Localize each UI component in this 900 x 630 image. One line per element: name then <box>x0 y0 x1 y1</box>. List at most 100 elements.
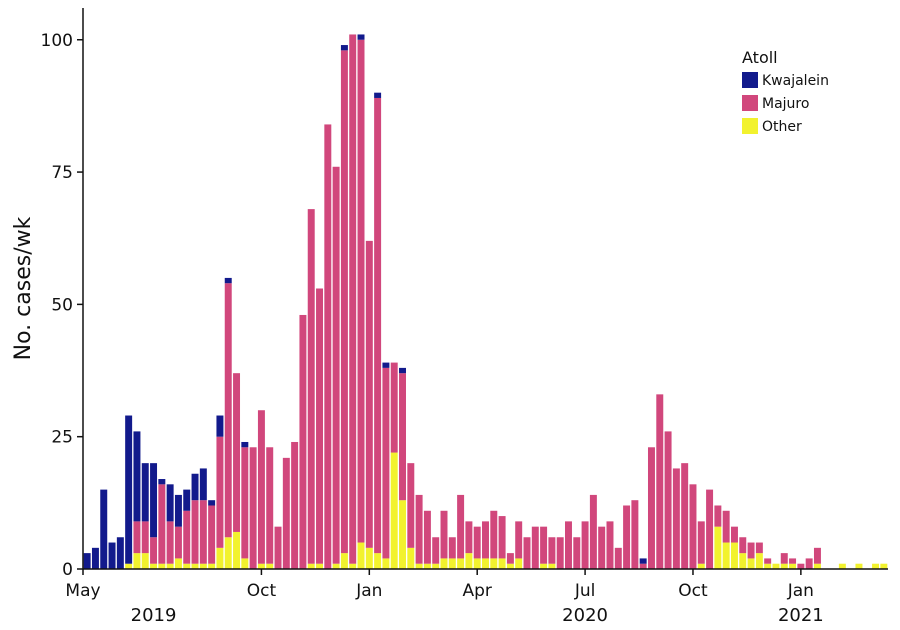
bar-majuro-week-48 <box>482 521 489 559</box>
bar-kwajalein-week-16 <box>216 415 224 437</box>
bar-majuro-week-10 <box>166 521 174 564</box>
legend-title: Atoll <box>742 48 778 67</box>
bar-majuro-week-46 <box>465 521 473 554</box>
bar-majuro-week-64 <box>614 547 622 569</box>
bar-majuro-week-47 <box>473 526 481 559</box>
legend-swatch-majuro <box>742 95 758 111</box>
bar-majuro-week-81 <box>755 542 763 554</box>
x-tick-label-3: Apr <box>462 581 491 601</box>
bar-other-week-30 <box>332 563 340 569</box>
bar-other-week-52 <box>515 558 523 569</box>
bar-majuro-week-56 <box>548 537 556 564</box>
bar-majuro-week-52 <box>515 521 523 559</box>
bar-other-week-42 <box>432 563 440 569</box>
bar-other-week-5 <box>125 563 133 569</box>
bar-majuro-week-77 <box>722 510 730 543</box>
bar-majuro-week-8 <box>150 537 158 564</box>
bar-other-week-76 <box>714 526 722 569</box>
bar-other-week-8 <box>150 563 158 569</box>
bar-kwajalein-week-19 <box>241 441 249 448</box>
bar-kwajalein-week-33 <box>357 34 365 40</box>
bar-other-week-6 <box>133 553 141 569</box>
bar-majuro-week-44 <box>448 537 456 559</box>
x-tick-label-6: Jan <box>787 581 814 601</box>
bar-kwajalein-week-0 <box>83 553 91 569</box>
bar-majuro-week-65 <box>623 505 631 569</box>
bar-majuro-week-12 <box>183 510 191 564</box>
bar-other-week-17 <box>224 537 232 569</box>
bar-majuro-week-27 <box>307 209 315 564</box>
bar-majuro-week-73 <box>689 484 697 569</box>
bar-kwajalein-week-14 <box>199 468 207 501</box>
bar-kwajalein-week-1 <box>91 547 99 569</box>
bar-majuro-week-36 <box>382 367 390 559</box>
bar-majuro-week-23 <box>274 526 282 569</box>
bar-kwajalein-week-10 <box>166 484 174 522</box>
legend-label-other: Other <box>762 119 802 135</box>
bar-other-week-84 <box>780 563 788 569</box>
bar-majuro-week-34 <box>365 240 373 548</box>
bar-other-week-78 <box>730 542 738 569</box>
bar-other-week-79 <box>739 553 747 569</box>
bar-kwajalein-week-15 <box>208 500 216 506</box>
bar-other-week-18 <box>233 531 241 569</box>
bar-majuro-week-37 <box>390 362 398 453</box>
bar-other-week-96 <box>880 563 888 569</box>
bar-other-week-82 <box>764 563 772 569</box>
bar-majuro-week-71 <box>672 468 680 569</box>
bar-majuro-week-7 <box>141 521 149 554</box>
bar-majuro-week-26 <box>299 314 307 569</box>
bar-majuro-week-19 <box>241 447 249 559</box>
bar-other-week-15 <box>208 563 216 569</box>
x-year-label-2021: 2021 <box>778 605 824 626</box>
bar-other-week-40 <box>415 563 423 569</box>
bar-other-week-81 <box>755 553 763 569</box>
bar-majuro-week-85 <box>789 558 797 564</box>
bar-majuro-week-69 <box>656 394 664 569</box>
bar-kwajalein-week-11 <box>174 494 182 527</box>
y-tick-label-50: 50 <box>51 295 73 315</box>
legend-label-kwajalein: Kwajalein <box>762 73 829 89</box>
bar-kwajalein-week-3 <box>108 542 116 569</box>
x-tick-label-0: May <box>65 581 100 601</box>
bar-majuro-week-40 <box>415 494 423 564</box>
bar-majuro-week-45 <box>457 494 465 559</box>
bar-majuro-week-41 <box>423 510 431 564</box>
bar-other-week-48 <box>482 558 489 569</box>
bar-kwajalein-week-12 <box>183 489 191 511</box>
y-tick-label-75: 75 <box>51 163 73 183</box>
bar-other-week-80 <box>747 558 755 569</box>
bar-other-week-51 <box>506 563 514 569</box>
bar-other-week-56 <box>548 563 556 569</box>
bar-other-week-91 <box>838 563 846 569</box>
bar-majuro-week-43 <box>440 510 448 559</box>
bar-majuro-week-59 <box>573 537 581 569</box>
bar-majuro-week-53 <box>523 537 531 569</box>
bar-other-week-50 <box>498 558 506 569</box>
bar-majuro-week-70 <box>664 431 672 569</box>
bar-other-week-47 <box>473 558 481 569</box>
bar-majuro-week-25 <box>291 441 299 569</box>
bar-other-week-77 <box>722 542 730 569</box>
bar-majuro-week-68 <box>647 447 655 569</box>
bar-majuro-week-54 <box>531 526 539 569</box>
bar-majuro-week-84 <box>780 553 788 564</box>
bar-kwajalein-week-36 <box>382 362 390 368</box>
bar-other-week-88 <box>813 563 821 569</box>
bar-other-week-74 <box>697 563 705 569</box>
bar-other-week-22 <box>266 563 274 569</box>
bar-majuro-week-35 <box>374 97 382 554</box>
bar-majuro-week-55 <box>540 526 548 564</box>
y-tick-label-100: 100 <box>41 31 73 51</box>
bar-other-week-46 <box>465 553 473 569</box>
bar-majuro-week-21 <box>257 410 265 564</box>
legend-label-majuro: Majuro <box>762 96 809 112</box>
x-tick-label-2: Jan <box>355 581 382 601</box>
y-axis-title: No. cases/wk <box>11 216 36 360</box>
bar-kwajalein-week-17 <box>224 277 232 284</box>
bar-majuro-week-18 <box>233 373 241 532</box>
bar-majuro-week-22 <box>266 447 274 564</box>
bar-majuro-week-50 <box>498 516 506 559</box>
bar-other-week-93 <box>855 563 863 569</box>
